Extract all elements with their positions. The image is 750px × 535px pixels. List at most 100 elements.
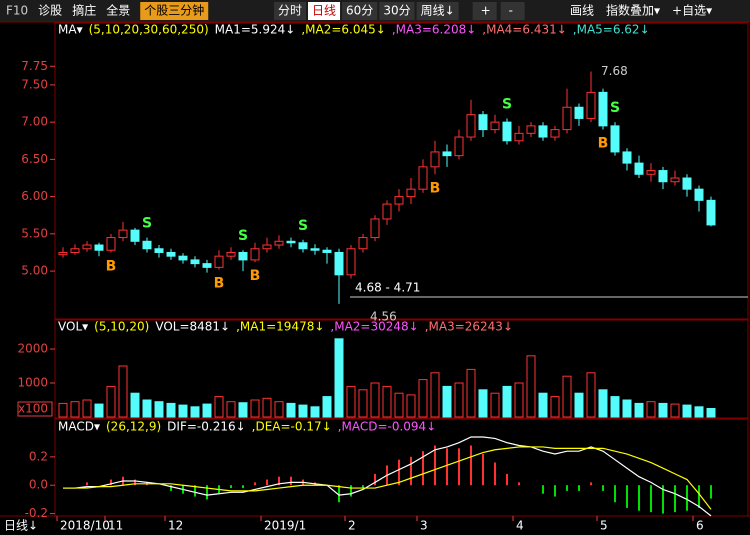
y-tick-label: 5.00 bbox=[21, 264, 48, 278]
signal-label: B bbox=[106, 258, 117, 274]
period-tab[interactable] bbox=[342, 2, 378, 20]
period-tab[interactable] bbox=[274, 2, 307, 20]
candle-body bbox=[334, 251, 344, 276]
candle-body bbox=[466, 114, 476, 138]
volume-bar bbox=[634, 402, 644, 418]
candle-body bbox=[238, 251, 248, 261]
volume-bar bbox=[622, 399, 632, 418]
toolbar-item[interactable]: 画线 bbox=[570, 4, 594, 18]
y-tick-label: 1000 bbox=[17, 376, 48, 390]
toolbar-item[interactable]: +自选▾ bbox=[672, 4, 712, 18]
candle-body bbox=[394, 196, 404, 205]
volume-bar bbox=[310, 406, 320, 418]
x-tick-label: 11 bbox=[108, 519, 123, 533]
volume-bar bbox=[322, 396, 332, 418]
candle-body bbox=[694, 188, 704, 201]
indicator-label: ,MACD=-0.094↓ bbox=[338, 420, 437, 434]
candle-body bbox=[82, 244, 92, 250]
period-tab[interactable] bbox=[308, 2, 341, 20]
candle-body bbox=[142, 240, 152, 250]
candle-body bbox=[526, 125, 536, 134]
unit-box bbox=[17, 401, 53, 417]
feature-button[interactable] bbox=[140, 2, 209, 20]
toolbar-item[interactable]: 全景 bbox=[106, 3, 130, 18]
toolbar-item[interactable]: 摘庄 bbox=[72, 3, 96, 18]
candle-body bbox=[622, 151, 632, 164]
candle-body bbox=[442, 151, 452, 157]
candle-body bbox=[118, 229, 128, 239]
volume-bar bbox=[358, 389, 368, 418]
y-tick-label: 0.2 bbox=[29, 449, 48, 463]
period-tab[interactable] bbox=[379, 2, 415, 20]
toolbar-item[interactable]: 分时 bbox=[278, 4, 302, 18]
indicator-label: ,MA5=6.62↓ bbox=[573, 23, 650, 37]
toolbar-item[interactable]: 60分 bbox=[346, 4, 373, 18]
volume-bar bbox=[106, 385, 116, 418]
indicator-label: DIF=-0.216↓ bbox=[167, 420, 245, 434]
signal-label: B bbox=[214, 276, 225, 292]
volume-bar bbox=[382, 385, 392, 418]
volume-bar bbox=[334, 338, 344, 418]
candle-body bbox=[262, 244, 272, 250]
toolbar-button[interactable] bbox=[472, 2, 497, 20]
indicator-label: (5,10,20,30,60,250) bbox=[89, 23, 209, 37]
toolbar-item[interactable]: 周线↓ bbox=[421, 4, 455, 18]
signal-label: B bbox=[598, 136, 609, 152]
signal-label: S bbox=[142, 216, 152, 232]
toolbar-button[interactable] bbox=[500, 2, 525, 20]
candle-body bbox=[550, 129, 560, 138]
candle-body bbox=[358, 237, 368, 250]
x-tick-label: 5 bbox=[600, 519, 608, 533]
volume-bar bbox=[394, 392, 404, 418]
signal-label: S bbox=[502, 96, 512, 112]
volume-bar bbox=[286, 402, 296, 418]
candle-body bbox=[166, 251, 176, 257]
period-footer: 日线↓ bbox=[4, 519, 38, 533]
candle-body bbox=[682, 177, 692, 190]
volume-bar bbox=[298, 404, 308, 418]
candle-body bbox=[658, 170, 668, 183]
indicator-label: MA▾ bbox=[58, 23, 83, 37]
toolbar-item[interactable]: - bbox=[509, 4, 513, 18]
volume-bar bbox=[346, 385, 356, 418]
x-tick-label: 6 bbox=[696, 519, 704, 533]
candle-body bbox=[586, 91, 596, 119]
volume-bar bbox=[466, 368, 476, 418]
signal-label: B bbox=[250, 268, 261, 284]
candle-body bbox=[610, 125, 620, 153]
volume-bar bbox=[670, 403, 680, 418]
volume-bar bbox=[142, 399, 152, 418]
toolbar-item[interactable]: + bbox=[481, 4, 491, 18]
toolbar-item[interactable]: 指数叠加▾ bbox=[606, 3, 660, 18]
toolbar-item[interactable]: 诊股 bbox=[38, 4, 62, 18]
toolbar-item[interactable]: 日线 bbox=[312, 4, 336, 18]
volume-bar bbox=[442, 385, 452, 418]
volume-bar bbox=[58, 402, 68, 418]
period-tab[interactable] bbox=[416, 2, 459, 20]
candle-body bbox=[382, 203, 392, 220]
indicator-label: ,MA2=30248↓ bbox=[330, 320, 418, 334]
indicator-label: ,MA2=6.045↓ bbox=[301, 23, 385, 37]
candle-body bbox=[598, 91, 608, 127]
y-tick-label: 7.75 bbox=[21, 59, 48, 73]
candle-body bbox=[94, 244, 104, 251]
candle-body bbox=[454, 136, 464, 157]
candle-body bbox=[490, 121, 500, 131]
candle-body bbox=[154, 248, 164, 253]
volume-bar bbox=[646, 401, 656, 418]
candle-body bbox=[646, 170, 656, 175]
toolbar-item[interactable]: 30分 bbox=[383, 4, 410, 18]
candle-body bbox=[670, 177, 680, 183]
x-tick-label: 2018/10 bbox=[60, 519, 110, 533]
volume-bar bbox=[274, 401, 284, 418]
volume-bar bbox=[706, 408, 716, 418]
volume-bar bbox=[406, 394, 416, 418]
volume-bar bbox=[694, 406, 704, 418]
volume-bar bbox=[526, 355, 536, 418]
candle-body bbox=[322, 249, 332, 253]
candle-body bbox=[310, 248, 320, 251]
toolbar-item[interactable]: F10 bbox=[6, 4, 28, 18]
toolbar-item[interactable]: 个股三分钟 bbox=[144, 3, 204, 18]
y-tick-label: 7.50 bbox=[21, 77, 48, 91]
volume-bar bbox=[214, 396, 224, 418]
